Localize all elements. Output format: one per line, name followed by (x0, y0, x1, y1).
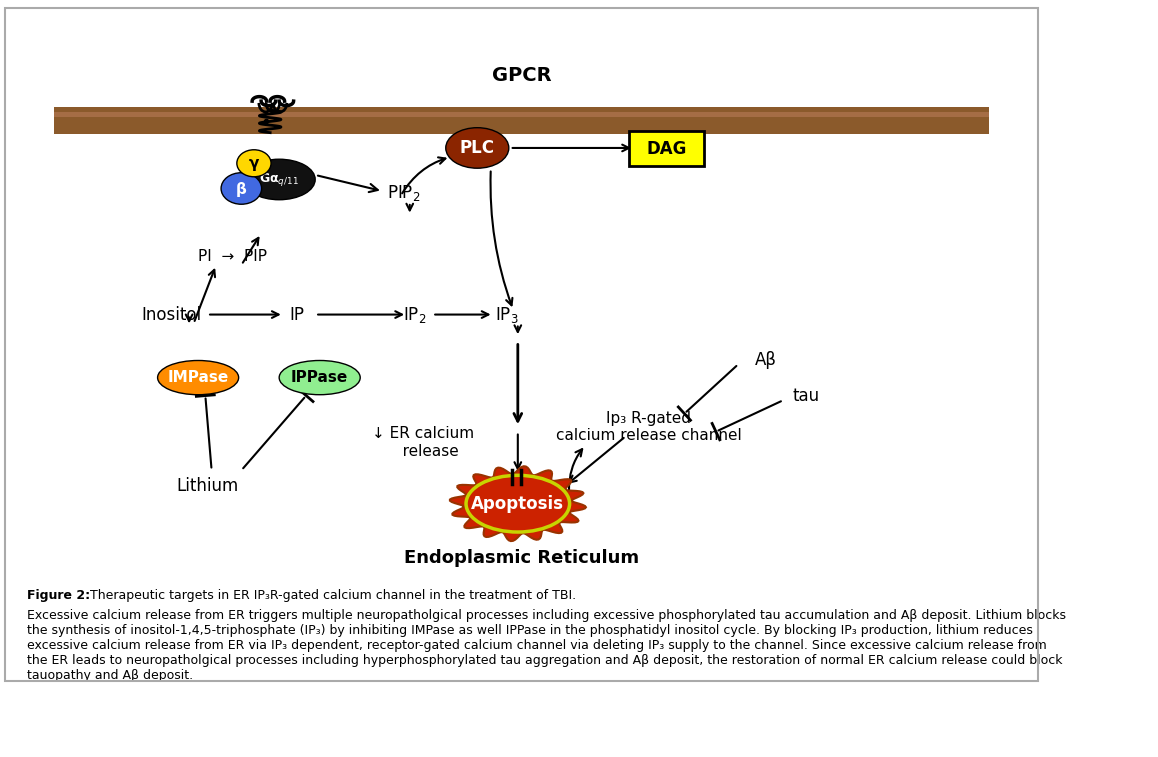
Text: IP$_2$: IP$_2$ (403, 304, 426, 325)
Ellipse shape (157, 360, 239, 394)
Text: Apoptosis: Apoptosis (471, 494, 564, 512)
Text: GPCR: GPCR (492, 66, 551, 85)
Text: Figure 2:: Figure 2: (27, 589, 90, 603)
Text: γ: γ (249, 156, 259, 171)
Ellipse shape (446, 128, 508, 168)
Text: IPPase: IPPase (291, 370, 349, 385)
Text: Lithium: Lithium (176, 477, 239, 494)
Text: PLC: PLC (460, 139, 494, 157)
FancyBboxPatch shape (629, 131, 704, 166)
Text: Aβ: Aβ (755, 350, 777, 369)
Text: IP: IP (290, 306, 305, 323)
Text: IP$_3$: IP$_3$ (496, 304, 519, 325)
Ellipse shape (237, 150, 271, 177)
Text: Ip₃ R-gated
calcium release channel: Ip₃ R-gated calcium release channel (556, 411, 741, 444)
Ellipse shape (243, 159, 315, 200)
Ellipse shape (279, 360, 360, 394)
FancyBboxPatch shape (54, 112, 989, 117)
Text: Gα$_{q/11}$: Gα$_{q/11}$ (259, 171, 299, 188)
Text: ↓ ER calcium
   release: ↓ ER calcium release (372, 426, 475, 459)
Text: IMPase: IMPase (168, 370, 229, 385)
Ellipse shape (221, 173, 262, 204)
Text: β: β (236, 182, 247, 197)
Text: tau: tau (792, 387, 820, 404)
Text: DAG: DAG (646, 140, 687, 158)
Text: Therapeutic targets in ER IP₃R-gated calcium channel in the treatment of TBI.: Therapeutic targets in ER IP₃R-gated cal… (86, 589, 576, 603)
FancyBboxPatch shape (54, 107, 989, 135)
Text: Inositol: Inositol (141, 306, 201, 323)
Text: PIP$_2$: PIP$_2$ (387, 183, 420, 203)
Text: Endoplasmic Reticulum: Endoplasmic Reticulum (404, 549, 639, 567)
Polygon shape (450, 466, 586, 541)
Text: Excessive calcium release from ER triggers multiple neuropatholgical processes i: Excessive calcium release from ER trigge… (27, 609, 1067, 682)
Text: PI  →  PIP: PI → PIP (198, 248, 267, 263)
